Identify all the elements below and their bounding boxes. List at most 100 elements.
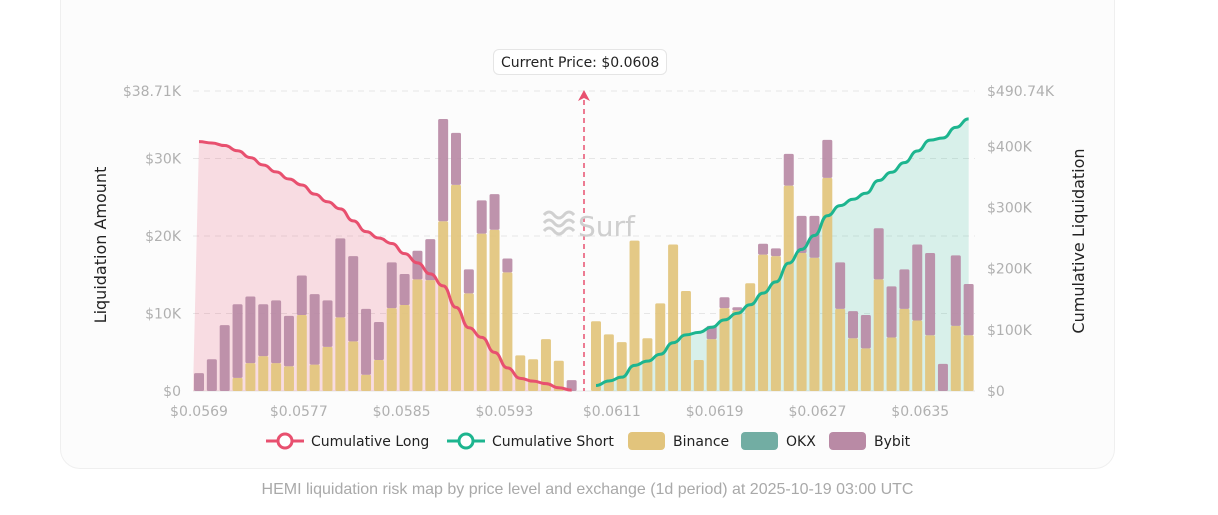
y2-tick-label: $490.74K bbox=[987, 84, 1055, 100]
legend-label: Binance bbox=[673, 434, 729, 450]
legend-item-okx[interactable]: OKX bbox=[741, 432, 816, 450]
y2-tick-label: $300K bbox=[987, 201, 1033, 217]
y-tick-label: $38.71K bbox=[123, 84, 182, 100]
short-bar-binance-segment bbox=[912, 320, 923, 391]
y-tick-label: $0 bbox=[163, 384, 181, 400]
short-bar-binance-segment bbox=[783, 185, 794, 391]
wave-stroke bbox=[542, 210, 576, 220]
legend-label: Bybit bbox=[874, 434, 911, 450]
y2-axis-ticks: $0 $100K $200K $300K $400K $490.74K bbox=[987, 84, 1055, 400]
y-tick-label: $10K bbox=[145, 307, 182, 323]
short-bar-binance-segment bbox=[886, 337, 897, 391]
long-bar-bybit-segment bbox=[373, 322, 384, 361]
long-bar-bybit-segment bbox=[348, 256, 359, 342]
long-bar-bybit-segment bbox=[335, 238, 346, 318]
long-bar-bybit-segment bbox=[361, 308, 372, 375]
short-bar-bybit-segment bbox=[963, 284, 974, 336]
short-bar-bybit-segment bbox=[886, 286, 897, 338]
x-tick-label: $0.0619 bbox=[686, 404, 744, 420]
legend-circle-icon bbox=[457, 432, 475, 450]
legend-item-cumulative-short[interactable]: Cumulative Short bbox=[447, 432, 614, 450]
long-bar-binance-segment bbox=[489, 229, 500, 391]
legend-label: OKX bbox=[786, 434, 816, 450]
legend-item-cumulative-long[interactable]: Cumulative Long bbox=[266, 432, 429, 450]
short-bar-binance-segment bbox=[950, 325, 961, 391]
long-bar-bybit-segment bbox=[412, 250, 423, 280]
short-bar-bybit-segment bbox=[899, 269, 910, 309]
short-bar-binance-segment bbox=[616, 342, 627, 391]
y2-tick-label: $400K bbox=[987, 139, 1033, 155]
long-bar-binance-segment bbox=[425, 280, 436, 391]
surf-logo-icon bbox=[542, 210, 576, 236]
short-bar-binance-segment bbox=[591, 321, 601, 391]
chart-caption: HEMI liquidation risk map by price level… bbox=[261, 481, 914, 498]
wave-stroke bbox=[542, 218, 576, 228]
legend-item-binance[interactable]: Binance bbox=[628, 432, 729, 450]
long-bar-bybit-segment bbox=[258, 304, 269, 357]
y2-axis-title: Cumulative Liquidation bbox=[1069, 148, 1088, 333]
long-bar-binance-segment bbox=[361, 374, 372, 391]
x-tick-label: $0.0577 bbox=[270, 404, 328, 420]
legend: Cumulative Long Cumulative Short Binance OK… bbox=[266, 432, 911, 450]
short-bar-binance-segment bbox=[693, 360, 704, 391]
legend-swatch-icon bbox=[628, 432, 665, 450]
legend-circle-icon bbox=[276, 432, 294, 450]
y-tick-label: $30K bbox=[145, 152, 182, 168]
short-bar-binance-segment bbox=[899, 308, 910, 391]
short-bar-binance-segment bbox=[925, 335, 936, 391]
long-bar-binance-segment bbox=[399, 304, 410, 391]
current-price-marker bbox=[578, 90, 590, 391]
long-bar-bybit-segment bbox=[438, 118, 449, 222]
short-bar-bybit-segment bbox=[937, 363, 948, 391]
long-bar-bybit-segment bbox=[283, 315, 294, 367]
short-bar-binance-segment bbox=[719, 308, 730, 391]
short-bar-binance-segment bbox=[603, 334, 614, 391]
current-price-label: Current Price: $0.0608 bbox=[493, 49, 668, 75]
short-bar-bybit-segment bbox=[925, 253, 936, 336]
short-bar-bybit-segment bbox=[873, 228, 884, 280]
long-bar-binance-segment bbox=[386, 308, 397, 391]
x-tick-label: $0.0569 bbox=[170, 404, 228, 420]
short-bar-binance-segment bbox=[770, 256, 781, 391]
long-bar-bybit-segment bbox=[386, 262, 397, 309]
long-bar-bybit-segment bbox=[489, 194, 500, 230]
short-bar-bybit-segment bbox=[848, 311, 858, 339]
long-bar-bybit-segment bbox=[476, 200, 487, 234]
short-bar-binance-segment bbox=[745, 283, 756, 391]
legend-label: Cumulative Short bbox=[492, 434, 614, 450]
long-bar-binance-segment bbox=[463, 293, 474, 391]
x-tick-label: $0.0611 bbox=[583, 404, 641, 420]
long-bar-binance-segment bbox=[335, 317, 346, 391]
short-bar-binance-segment bbox=[822, 177, 833, 391]
cumulative-long-line bbox=[198, 140, 572, 392]
long-bar-bybit-segment bbox=[502, 258, 513, 273]
long-bar-bybit-segment bbox=[463, 269, 474, 294]
short-bar-binance-segment bbox=[809, 257, 820, 391]
y2-tick-label: $0 bbox=[987, 384, 1005, 400]
legend-item-bybit[interactable]: Bybit bbox=[829, 432, 911, 450]
short-bar-binance-segment bbox=[835, 308, 846, 391]
long-bar-binance-segment bbox=[245, 363, 256, 391]
cumulative-lines bbox=[198, 117, 969, 392]
short-bar-binance-segment bbox=[655, 303, 666, 391]
long-bar-bybit-segment bbox=[206, 359, 217, 391]
long-bar-bybit-segment bbox=[451, 132, 461, 185]
long-bar-binance-segment bbox=[271, 363, 282, 391]
long-bar-bybit-segment bbox=[322, 300, 333, 347]
short-bar-binance-segment bbox=[642, 338, 653, 391]
short-bar-binance-segment bbox=[706, 339, 717, 391]
long-bar-bybit-segment bbox=[219, 325, 230, 391]
y-axis-ticks: $0 $10K $20K $30K $38.71K bbox=[123, 84, 182, 400]
short-bar-binance-segment bbox=[848, 338, 858, 391]
long-bar-binance-segment bbox=[296, 315, 307, 391]
short-bar-binance-segment bbox=[796, 253, 807, 391]
long-bar-binance-segment bbox=[528, 359, 539, 391]
long-bar-binance-segment bbox=[283, 366, 294, 391]
long-bar-bybit-segment bbox=[245, 296, 256, 364]
short-bar-bybit-segment bbox=[912, 244, 923, 321]
short-bar-binance-segment bbox=[629, 240, 640, 391]
y2-tick-label: $100K bbox=[987, 323, 1033, 339]
short-bar-binance-segment bbox=[963, 335, 974, 391]
long-bar-binance-segment bbox=[553, 360, 564, 391]
long-bar-binance-segment bbox=[232, 377, 243, 391]
